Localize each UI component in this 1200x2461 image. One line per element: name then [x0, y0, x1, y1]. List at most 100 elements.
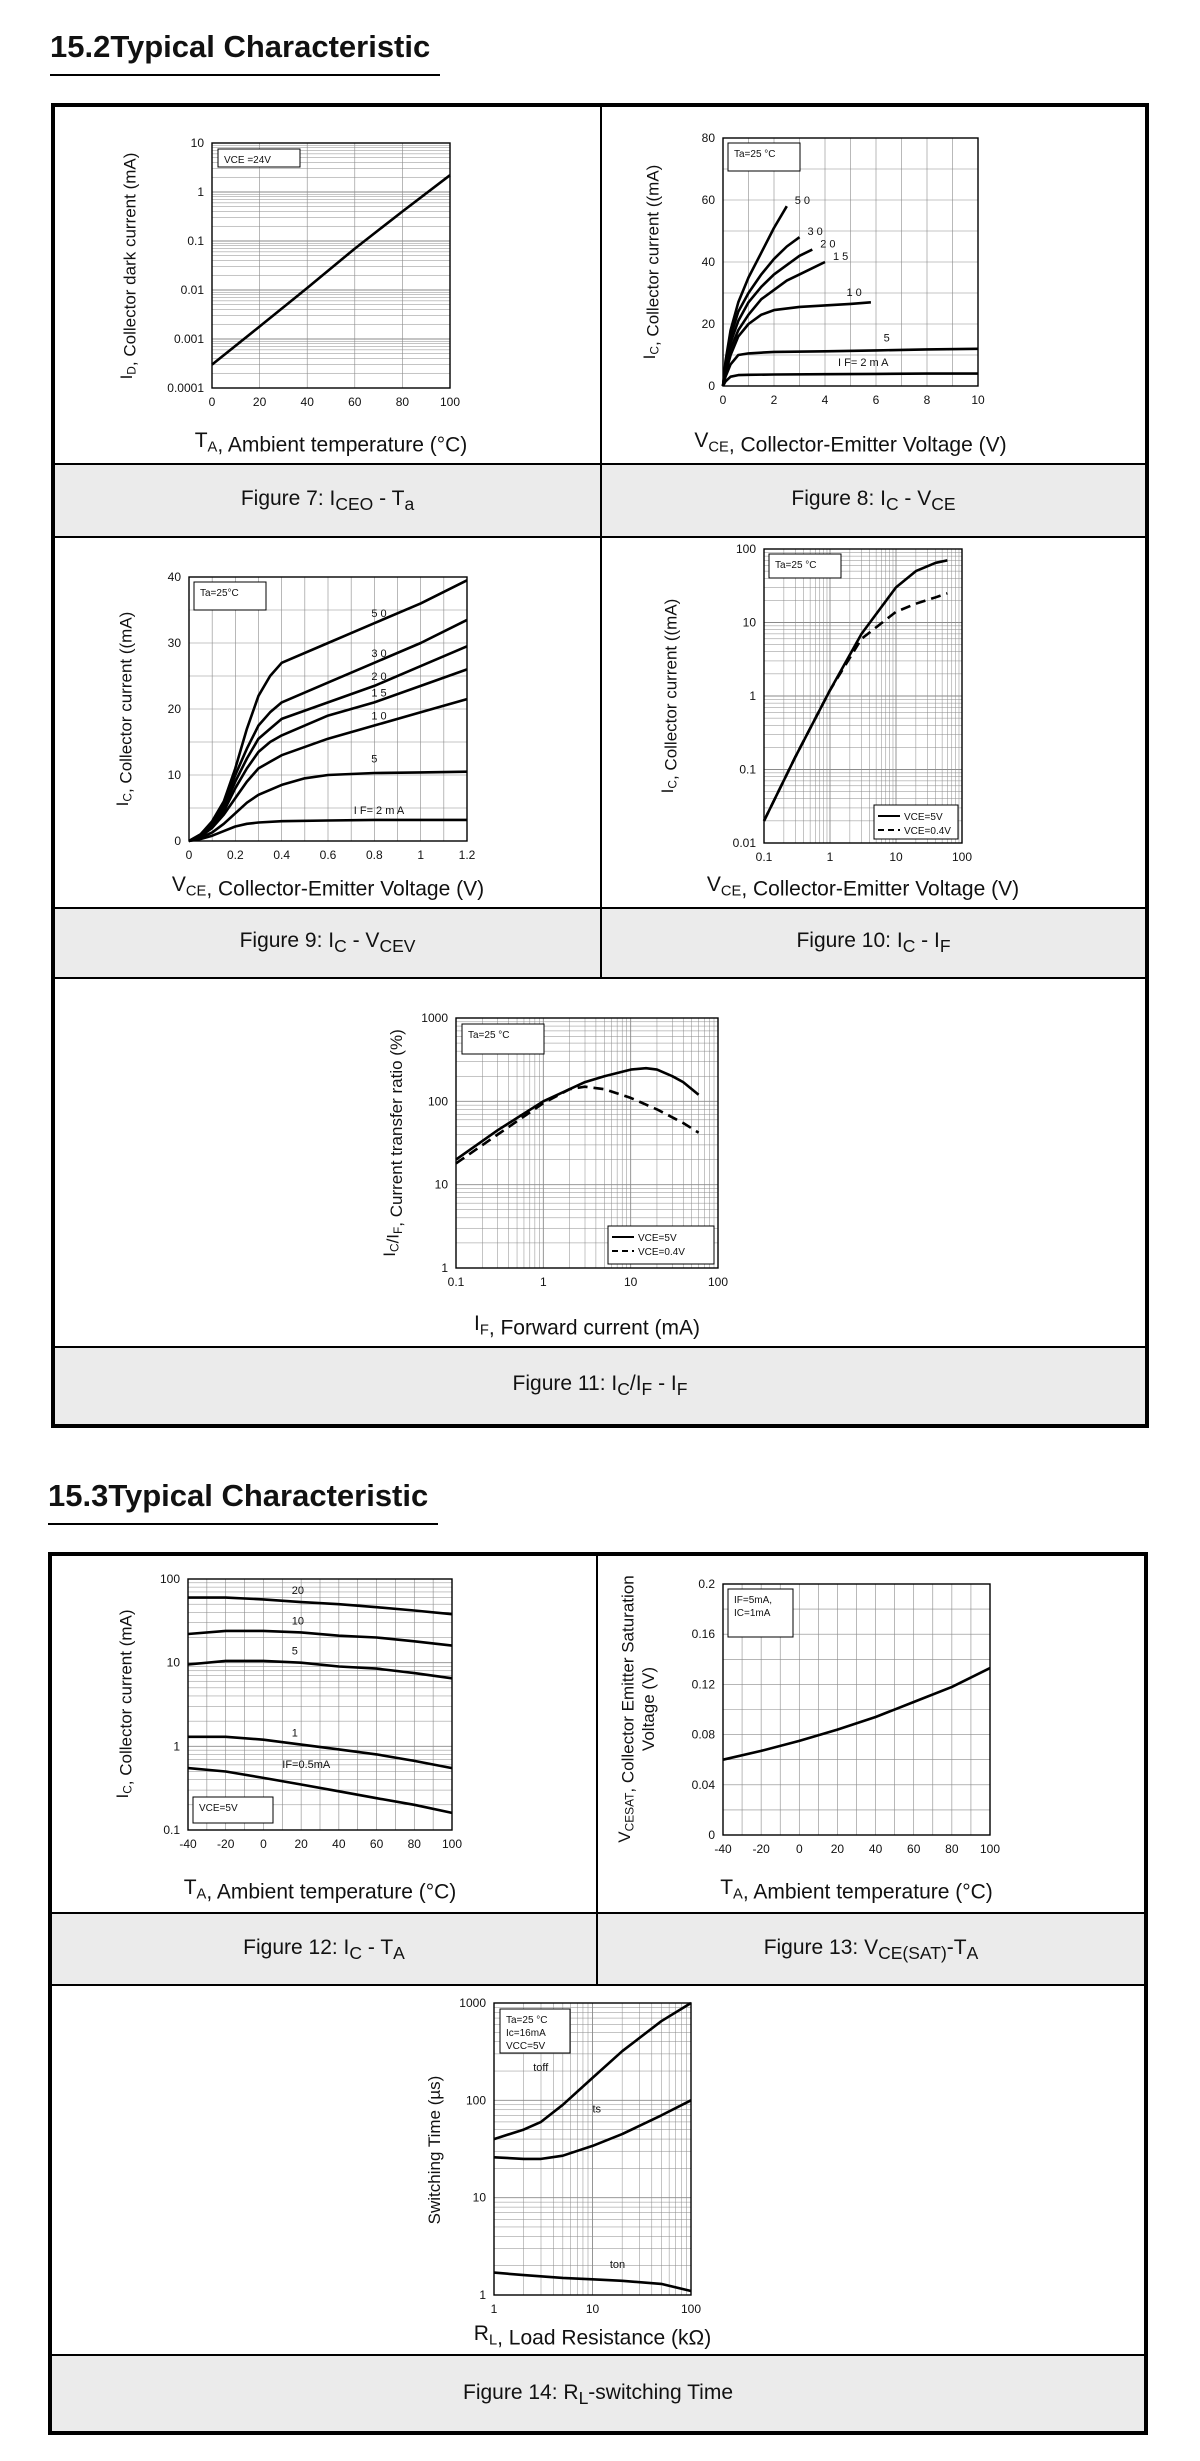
y-tick-label: 80	[702, 131, 716, 145]
curve-label: 5	[371, 753, 377, 765]
series-line	[493, 2099, 692, 2161]
y-tick-label: 10	[167, 1656, 181, 1670]
caption-text: -switching Time	[588, 2381, 733, 2404]
figure-table	[51, 103, 1149, 1428]
plot-frame	[455, 1017, 719, 1269]
plot-group: 0 0.2 0.4 0.6 0.8 1 1.2 40 30 20 10 0 VCE, Collector…	[113, 570, 484, 900]
caption-sub: C	[617, 1379, 630, 1400]
condition-box	[499, 2008, 571, 2054]
y-tick-label: 0.08	[692, 1728, 716, 1742]
condition-text: Ic=16mA	[506, 2028, 546, 2039]
y-tick-label: 100	[428, 1094, 448, 1108]
caption-band	[55, 909, 600, 977]
caption-band	[602, 909, 1145, 977]
caption-text: - V	[898, 487, 932, 510]
x-tick-label: 10	[889, 850, 903, 864]
y-tick-label: 1	[173, 1739, 180, 1753]
figure-caption: Figure 8: IC - VCE	[602, 487, 1145, 515]
curve-label: I F= 2 m A	[838, 357, 889, 369]
series-line	[762, 592, 948, 822]
x-tick-label: 0.4	[273, 848, 290, 862]
figure-caption: Figure 7: ICEO - Ta	[55, 487, 600, 515]
series-line	[455, 1066, 700, 1161]
caption-band	[598, 1914, 1144, 1984]
caption-text: - T	[362, 1936, 394, 1959]
caption-text: Figure 10: I	[796, 929, 903, 952]
y-tick-label: 100	[736, 542, 756, 556]
curve-label: 3 0	[371, 648, 386, 660]
x-tick-label: 1.2	[459, 848, 476, 862]
x-tick-label: 100	[681, 2302, 701, 2316]
plot-frame	[187, 1578, 453, 1831]
section-title: 15.3Typical Characteristic	[48, 1478, 429, 1513]
cell-divider	[596, 1556, 598, 1986]
condition-box	[727, 142, 801, 172]
caption-sub: CE(SAT)	[878, 1943, 947, 1964]
x-axis-label: RL, Load Resistance (kΩ)	[474, 2322, 711, 2349]
x-tick-label: 80	[945, 1842, 959, 1856]
caption-text: - V	[346, 929, 380, 952]
x-tick-label: 0	[720, 393, 727, 407]
caption-text: Figure 14: R	[463, 2381, 579, 2404]
x-tick-label: -20	[217, 1837, 235, 1851]
y-tick-label: 10	[168, 768, 182, 782]
plot-frame	[188, 576, 468, 842]
x-tick-label: 10	[586, 2302, 600, 2316]
y-tick-label: 30	[168, 636, 182, 650]
x-tick-label: 100	[708, 1275, 728, 1289]
section-title: 15.2Typical Characteristic	[50, 29, 431, 64]
x-axis-label: VCE, Collector-Emitter Voltage (V)	[694, 429, 1006, 456]
caption-text: Figure 7: I	[240, 487, 336, 510]
legend-label: VCE=0.4V	[904, 826, 951, 837]
series-line	[211, 174, 451, 366]
figure-caption: Figure 14: RL-switching Time	[52, 2381, 1144, 2409]
y-axis-label: Switching Time (µs)	[425, 2076, 444, 2225]
curve-label: 5 0	[795, 195, 810, 207]
curve-label: ts	[593, 2103, 602, 2115]
condition-text: Ta=25 °C	[468, 1030, 510, 1041]
curve-label: 1 5	[371, 687, 386, 699]
figure-caption: Figure 9: IC - VCEV	[55, 929, 600, 957]
x-tick-label: 0.1	[756, 850, 773, 864]
caption-sub: A	[966, 1943, 979, 1964]
series-line	[721, 347, 979, 387]
series-line	[187, 1659, 453, 1680]
caption-band	[55, 1348, 1145, 1424]
series-line	[721, 260, 826, 387]
curve-label: 5	[884, 332, 890, 344]
y-tick-label: 0.16	[692, 1627, 716, 1641]
caption-text: Figure 9: I	[239, 929, 335, 952]
x-tick-label: 8	[924, 393, 931, 407]
x-tick-label: 80	[408, 1837, 422, 1851]
x-axis-label: VCE, Collector-Emitter Voltage (V)	[172, 873, 484, 900]
plot-group: -40 -20 0 20 40 60 80 100 0.2 0.16 0.12 0.08 0.04 0 TA…	[615, 1575, 1000, 1903]
figure-caption: Figure 11: IC/IF - IF	[55, 1372, 1145, 1400]
y-tick-label: 1	[441, 1261, 448, 1275]
x-tick-label: 40	[301, 395, 315, 409]
series-line	[188, 668, 468, 843]
row-divider	[52, 2354, 1144, 2356]
caption-band	[55, 465, 600, 536]
y-tick-label: 20	[168, 702, 182, 716]
y-tick-label: 0	[174, 834, 181, 848]
row-divider	[55, 1346, 1145, 1348]
y-axis-label: IC, Collector current ((mA)	[658, 599, 681, 794]
caption-sub: L	[578, 2388, 589, 2409]
legend-label: VCE=5V	[904, 812, 943, 823]
curve-label: toff	[533, 2062, 549, 2074]
caption-sub: C	[885, 494, 899, 515]
series-line	[188, 1596, 453, 1616]
condition-box	[727, 1588, 794, 1638]
curve-label: 1 0	[371, 711, 386, 723]
x-tick-label: 0.1	[448, 1275, 465, 1289]
curve-label: 20	[292, 1585, 304, 1597]
caption-text: - T	[373, 487, 405, 510]
plot-group: -40 -20 0 20 40 60 80 100 100 10 1 0.1 TA, Ambient t…	[113, 1572, 462, 1903]
